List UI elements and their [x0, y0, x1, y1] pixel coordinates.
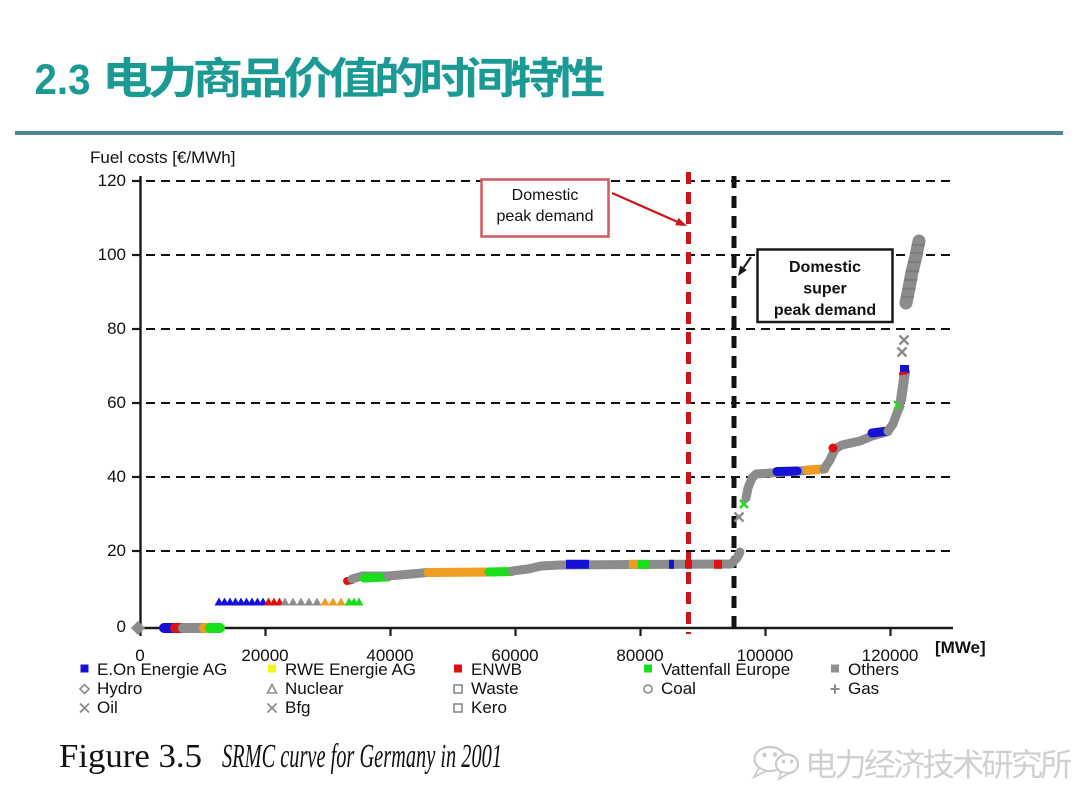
svg-text:[MWe]: [MWe]	[935, 638, 986, 657]
svg-text:Coal: Coal	[661, 679, 696, 698]
svg-text:Vattenfall Europe: Vattenfall Europe	[661, 660, 790, 679]
svg-text:SRMC curve for Germany in 2001: SRMC curve for Germany in 2001	[222, 738, 502, 775]
svg-text:Kero: Kero	[471, 698, 507, 717]
svg-text:Nuclear: Nuclear	[285, 679, 344, 698]
svg-text:Waste: Waste	[471, 679, 519, 698]
svg-text:Bfg: Bfg	[285, 698, 311, 717]
svg-text:peak demand: peak demand	[497, 208, 594, 225]
svg-text:120: 120	[98, 171, 126, 190]
svg-text:40: 40	[107, 467, 126, 486]
svg-text:60: 60	[107, 393, 126, 412]
svg-text:Gas: Gas	[848, 679, 879, 698]
svg-text:100: 100	[98, 245, 126, 264]
svg-text:Fuel costs [€/MWh]: Fuel costs [€/MWh]	[90, 148, 235, 167]
svg-text:Others: Others	[848, 660, 899, 679]
svg-text:peak demand: peak demand	[774, 302, 876, 319]
svg-text:120000: 120000	[862, 646, 919, 665]
svg-text:RWE Energie AG: RWE Energie AG	[285, 660, 416, 679]
svg-text:Oil: Oil	[97, 698, 118, 717]
svg-text:100000: 100000	[737, 646, 794, 665]
svg-text:E.On Energie AG: E.On Energie AG	[97, 660, 227, 679]
svg-text:60000: 60000	[491, 646, 538, 665]
svg-text:Figure 3.5: Figure 3.5	[59, 738, 202, 775]
svg-text:super: super	[803, 281, 847, 298]
svg-text:Domestic: Domestic	[789, 259, 861, 276]
svg-text:40000: 40000	[366, 646, 413, 665]
svg-text:20000: 20000	[241, 646, 288, 665]
svg-text:2.3: 2.3	[35, 57, 91, 104]
svg-text:Domestic: Domestic	[512, 187, 579, 204]
svg-text:Hydro: Hydro	[97, 679, 142, 698]
svg-text:20: 20	[107, 541, 126, 560]
svg-text:80: 80	[107, 319, 126, 338]
svg-text:0: 0	[117, 617, 126, 636]
svg-text:ENWB: ENWB	[471, 660, 522, 679]
svg-text:0: 0	[135, 646, 144, 665]
svg-text:80000: 80000	[616, 646, 663, 665]
